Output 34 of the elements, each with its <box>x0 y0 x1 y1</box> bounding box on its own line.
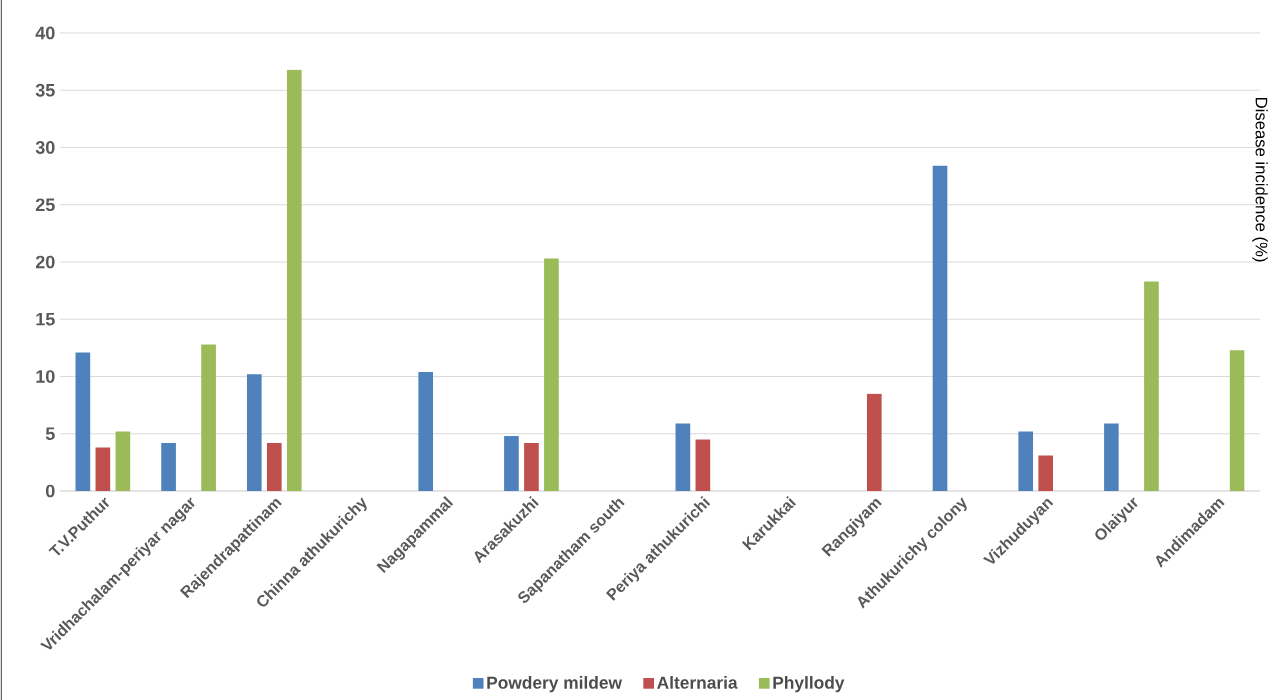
legend-label: Powdery mildew <box>487 676 623 693</box>
bar <box>266 442 282 491</box>
bar <box>1038 455 1054 491</box>
bar <box>75 352 91 491</box>
bar <box>1144 281 1159 491</box>
y-tick-label: 35 <box>35 83 55 97</box>
bar <box>524 442 539 491</box>
bar <box>695 439 711 491</box>
y-tick-label: 40 <box>35 26 55 40</box>
bar <box>866 393 882 491</box>
bar <box>95 447 111 491</box>
y-tick-label: 0 <box>45 484 55 498</box>
y-tick-label: 30 <box>35 141 55 154</box>
bar <box>1104 423 1119 491</box>
bar <box>1229 350 1245 491</box>
bar <box>675 423 691 491</box>
y-tick-label: 5 <box>45 427 55 441</box>
y-axis-title: Disease incidence (%) <box>1252 98 1268 262</box>
y-tick-label: 25 <box>35 198 55 212</box>
bar <box>544 258 559 491</box>
bar <box>246 374 262 491</box>
bar <box>418 371 434 491</box>
bar <box>1018 431 1034 491</box>
bar <box>932 165 948 491</box>
y-tick-label: 20 <box>35 255 55 269</box>
y-tick-label: 10 <box>36 370 55 383</box>
bar <box>115 431 131 491</box>
bar <box>286 69 302 491</box>
bar <box>161 442 176 491</box>
legend-label: Phyllody <box>773 676 845 693</box>
legend-label: Alternaria <box>657 676 738 689</box>
bar <box>201 344 216 491</box>
y-tick-label: 15 <box>36 312 55 326</box>
bar <box>504 436 519 491</box>
